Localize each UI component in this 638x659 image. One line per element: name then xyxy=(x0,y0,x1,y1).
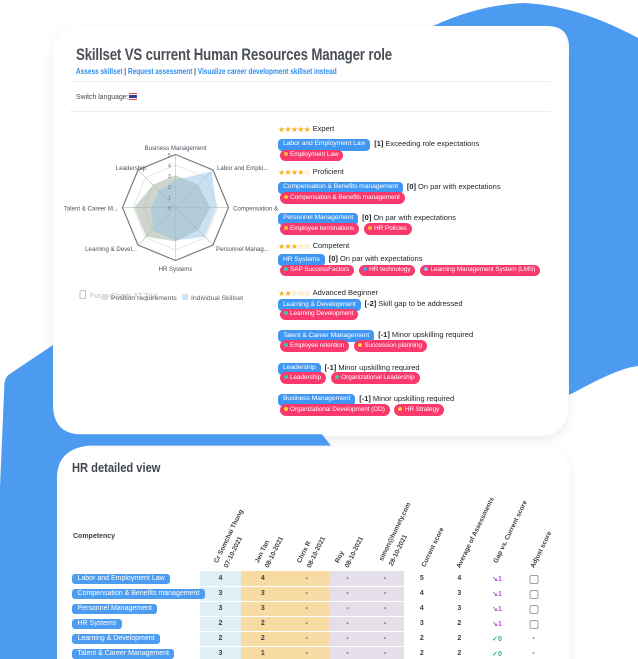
svg-text:Position requirements: Position requirements xyxy=(111,295,177,302)
svg-text:Talent & Career M...: Talent & Career M... xyxy=(64,206,118,213)
svg-text:Labor and Emplo...: Labor and Emplo... xyxy=(217,165,269,172)
svg-text:5: 5 xyxy=(168,153,172,159)
svg-text:Leadership: Leadership xyxy=(116,165,147,172)
svg-text:Personnel Manag...: Personnel Manag... xyxy=(216,246,269,253)
svg-text:HR Systems: HR Systems xyxy=(159,266,193,273)
svg-text:FusionCharts XT Trial: FusionCharts XT Trial xyxy=(90,293,158,300)
svg-text:Business Management: Business Management xyxy=(145,145,207,152)
svg-text:3: 3 xyxy=(168,174,172,180)
svg-text:4: 4 xyxy=(168,164,172,170)
svg-text:Compensation &.: Compensation &. xyxy=(233,206,280,213)
svg-text:2: 2 xyxy=(168,185,171,191)
svg-text:Learning & Devel...: Learning & Devel... xyxy=(85,246,137,253)
svg-text:0: 0 xyxy=(168,206,172,212)
svg-text:1: 1 xyxy=(168,195,171,201)
svg-text:Individual Skillset: Individual Skillset xyxy=(191,295,243,302)
